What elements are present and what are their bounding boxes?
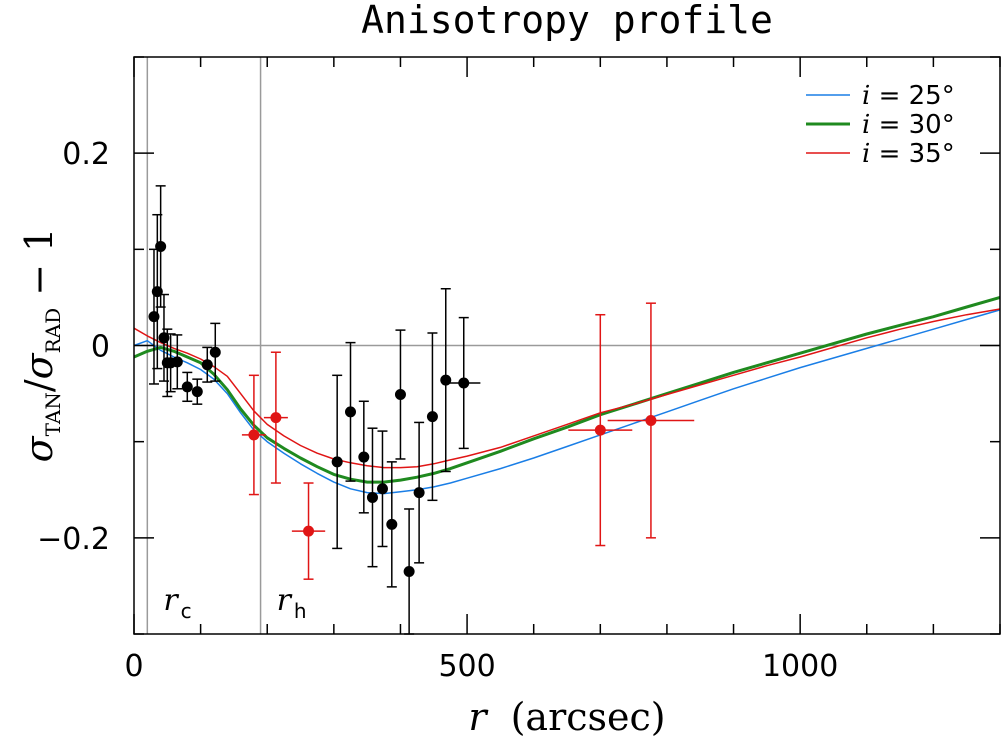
marker — [209, 346, 221, 358]
black-point-21 — [426, 332, 438, 502]
x-tick-label: 1000 — [762, 649, 838, 684]
marker — [201, 359, 213, 371]
black-point-10 — [201, 346, 213, 383]
red-point-5 — [607, 302, 695, 539]
marker — [426, 411, 438, 423]
marker — [358, 451, 370, 463]
x-tick-label: 500 — [438, 649, 495, 684]
marker — [413, 487, 425, 499]
curve-series-2 — [133, 295, 1001, 484]
marker — [270, 412, 282, 424]
black-point-11 — [209, 322, 221, 382]
y-axis-label: σTAN/σRAD − 1 — [17, 228, 65, 463]
data-points — [148, 185, 695, 635]
marker — [376, 483, 388, 495]
red-point-1 — [241, 374, 266, 496]
marker — [594, 424, 606, 436]
legend-label-3: i = 35° — [862, 139, 955, 169]
y-label-sub-tan: TAN — [41, 392, 65, 436]
x-axis-unit: (arcsec) — [511, 695, 666, 739]
marker — [155, 240, 167, 252]
black-point-9 — [191, 378, 203, 405]
chart-title: Anisotropy profile — [361, 0, 773, 42]
y-tick-label: 0.2 — [62, 137, 110, 172]
y-label-sigma-2: σ — [17, 352, 61, 379]
marker — [440, 374, 452, 386]
legend-label-1: i = 25° — [862, 81, 955, 111]
red-point-2 — [263, 351, 288, 484]
marker — [386, 518, 398, 530]
black-point-7 — [171, 334, 183, 390]
y-label-sub-rad: RAD — [41, 308, 65, 354]
x-axis-var: r — [468, 695, 489, 739]
marker — [403, 565, 415, 577]
black-point-8 — [181, 371, 193, 403]
y-tick-label: −0.2 — [37, 522, 110, 557]
marker — [331, 456, 343, 468]
marker — [171, 356, 183, 368]
black-point-20 — [413, 421, 425, 564]
black-point-14 — [358, 400, 370, 514]
marker — [645, 415, 657, 427]
curve-series-3 — [133, 308, 1001, 469]
black-point-19 — [403, 508, 415, 635]
y-tick-label: 0 — [91, 330, 110, 365]
black-point-15 — [366, 427, 378, 568]
marker — [181, 381, 193, 393]
marker — [248, 429, 260, 441]
black-point-3 — [155, 185, 167, 308]
x-tick-label: 0 — [124, 649, 143, 684]
marker — [366, 491, 378, 503]
red-point-4 — [568, 313, 633, 547]
plot-frame — [133, 56, 1001, 635]
tick-labels: 0 500 1000 −0.2 0 0.2 — [37, 137, 838, 684]
y-label-slash: / — [17, 379, 61, 392]
y-label-minus-one: − 1 — [17, 228, 61, 308]
legend-label-2: i = 30° — [862, 110, 955, 140]
black-point-12 — [331, 374, 343, 550]
legend: i = 25°i = 30°i = 35° — [806, 81, 955, 169]
black-point-23 — [447, 316, 481, 450]
red-point-3 — [291, 482, 326, 580]
black-point-22 — [440, 288, 452, 473]
marker — [345, 406, 356, 418]
marker — [191, 386, 203, 398]
black-point-17 — [386, 461, 398, 588]
marker — [458, 377, 470, 389]
marker — [394, 389, 406, 401]
model-curves — [133, 295, 1001, 495]
black-point-16 — [376, 430, 388, 548]
black-point-18 — [394, 329, 406, 460]
y-label-sigma-1: σ — [17, 435, 61, 462]
marker — [303, 525, 315, 537]
black-point-13 — [345, 341, 356, 482]
x-axis-label: r (arcsec) — [468, 695, 665, 739]
